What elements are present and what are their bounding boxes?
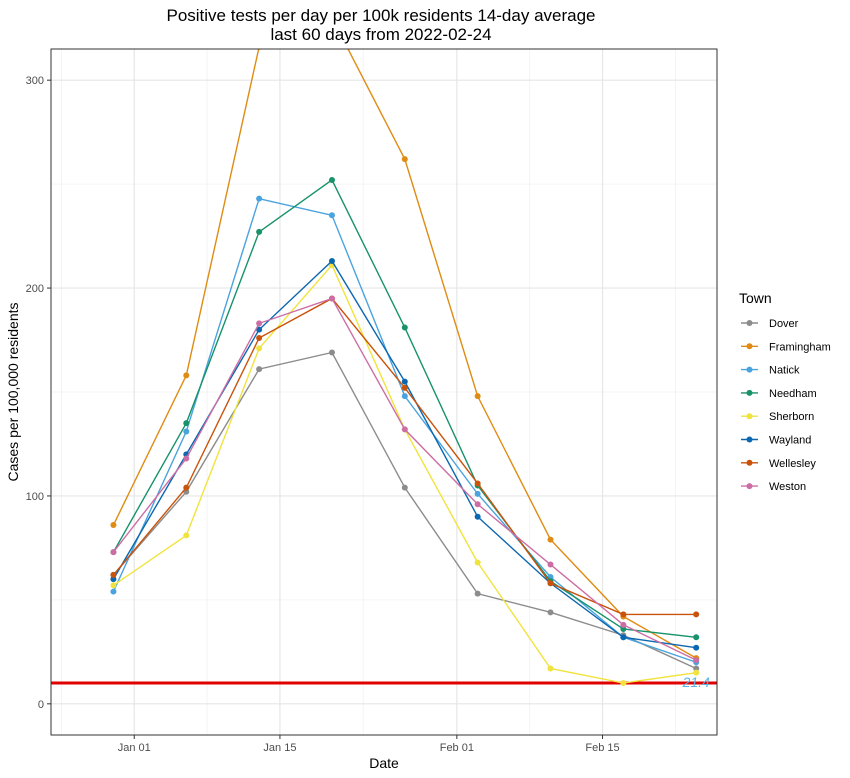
legend-key-point [746,366,753,373]
legend-item-weston: Weston [741,481,806,493]
legend-key-point [746,343,753,350]
data-point-needham [328,176,335,183]
data-point-framingham [474,393,481,400]
legend-key-point [746,389,753,396]
data-point-sherborn [256,345,263,352]
legend-label: Weston [769,481,806,493]
x-tick-label: Jan 01 [118,742,151,754]
data-point-wayland [328,258,335,265]
data-point-wellesley [256,334,263,341]
data-point-natick [401,393,408,400]
legend-key-point [746,413,753,420]
legend: Dover Framingham Natick Needham Sherborn Wayl… [741,318,831,493]
plot-border [50,48,718,736]
data-point-needham [183,420,190,427]
legend-key-point [746,320,753,326]
data-point-sherborn [474,559,481,566]
data-point-weston [620,621,627,628]
data-point-framingham [401,156,408,163]
data-point-weston [183,455,190,462]
legend-label: Wayland [769,435,811,447]
legend-item-wayland: Wayland [741,435,811,447]
x-tick-label: Feb 01 [440,742,474,754]
data-point-sherborn [693,669,700,676]
data-point-sherborn [547,665,554,672]
data-point-wellesley [183,484,190,491]
data-point-wellesley [474,480,481,487]
legend-key-point [746,483,753,490]
legend-label: Sherborn [769,411,814,423]
data-point-wellesley [547,580,554,587]
legend-item-natick: Natick [741,365,800,377]
legend-item-sherborn: Sherborn [741,411,814,423]
legend-item-needham: Needham [741,388,817,400]
data-point-wayland [474,513,481,520]
data-point-wayland [620,634,627,641]
data-point-wayland [401,378,408,385]
data-point-weston [328,295,335,302]
data-point-natick [256,195,263,202]
grid [51,49,717,735]
data-point-wayland [256,326,263,333]
data-point-weston [474,501,481,508]
data-point-dover [547,609,554,616]
x-tick-label: Jan 15 [263,742,296,754]
series-layer [110,49,700,687]
legend-item-dover: Dover [741,318,799,330]
chart-subtitle: last 60 days from 2022-02-24 [270,25,491,44]
y-axis-ticks: 0 100 200 300 [26,75,51,711]
data-point-weston [110,549,117,556]
data-point-wellesley [693,611,700,618]
legend-item-wellesley: Wellesley [741,458,816,470]
x-axis-ticks: Jan 01 Jan 15 Feb 01 Feb 15 [118,735,620,754]
data-point-dover [474,590,481,597]
legend-key-point [746,436,753,443]
data-point-weston [401,426,408,433]
legend-label: Natick [769,365,800,377]
y-tick-label: 200 [26,283,44,295]
data-point-natick [110,588,117,595]
data-point-weston [547,561,554,568]
data-point-framingham [110,522,117,529]
data-point-natick [474,490,481,497]
data-point-framingham [547,536,554,543]
data-point-needham [693,634,700,641]
x-axis-title: Date [369,755,399,771]
data-point-wellesley [110,571,117,578]
y-tick-label: 100 [26,491,44,503]
y-tick-label: 0 [38,699,44,711]
data-point-framingham [183,372,190,379]
data-point-dover [693,665,700,672]
legend-item-framingham: Framingham [741,341,831,353]
data-point-dover [328,349,335,356]
data-point-dover [401,484,408,491]
data-point-natick [328,212,335,219]
data-point-sherborn [110,582,117,589]
data-point-needham [256,228,263,235]
data-point-sherborn [620,680,627,687]
data-point-wayland [110,576,117,583]
data-point-dover [256,366,263,373]
y-axis-title: Cases per 100,000 residents [5,303,21,482]
legend-label: Dover [769,318,799,330]
x-tick-label: Feb 15 [585,742,619,754]
data-point-wellesley [620,611,627,618]
data-point-wayland [693,644,700,651]
legend-label: Needham [769,388,817,400]
legend-key-point [746,459,753,466]
data-point-natick [183,428,190,435]
data-point-wellesley [401,384,408,391]
y-tick-label: 300 [26,75,44,87]
legend-label: Framingham [769,341,831,353]
data-point-weston [693,657,700,664]
legend-title: Town [739,290,772,306]
data-point-weston [256,320,263,327]
legend-label: Wellesley [769,458,816,470]
annotation-label: 21.4 [682,674,710,690]
data-point-needham [620,625,627,632]
chart-title: Positive tests per day per 100k resident… [166,6,595,25]
data-point-sherborn [183,532,190,539]
data-point-needham [401,324,408,331]
